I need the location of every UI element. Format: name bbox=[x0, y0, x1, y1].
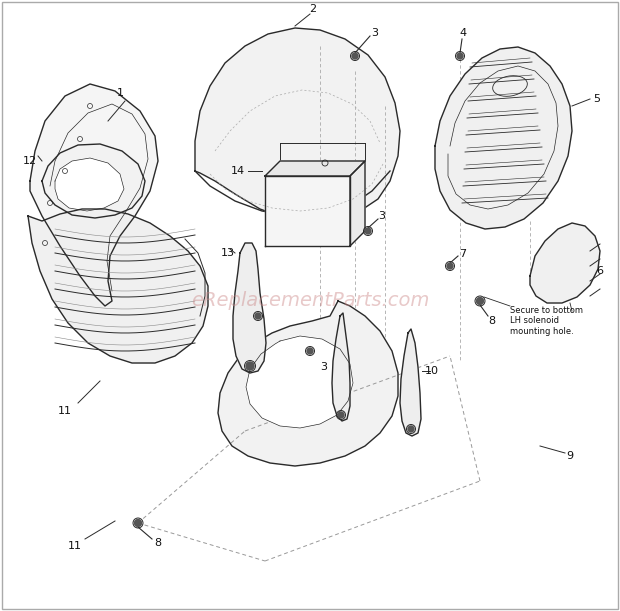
Text: 13: 13 bbox=[221, 248, 235, 258]
Circle shape bbox=[408, 426, 414, 432]
Polygon shape bbox=[42, 144, 145, 218]
Polygon shape bbox=[265, 176, 350, 246]
Polygon shape bbox=[530, 223, 600, 303]
Circle shape bbox=[338, 412, 344, 418]
Circle shape bbox=[352, 53, 358, 59]
Circle shape bbox=[307, 348, 313, 354]
Text: 3: 3 bbox=[321, 362, 327, 372]
Polygon shape bbox=[28, 209, 208, 363]
Text: 6: 6 bbox=[596, 266, 603, 276]
Text: 7: 7 bbox=[459, 249, 467, 259]
Text: 4: 4 bbox=[459, 28, 467, 38]
Circle shape bbox=[246, 362, 254, 370]
Polygon shape bbox=[265, 161, 365, 176]
Text: 8: 8 bbox=[489, 316, 495, 326]
Text: 1: 1 bbox=[117, 88, 123, 98]
Polygon shape bbox=[30, 84, 158, 306]
Circle shape bbox=[135, 519, 141, 527]
Polygon shape bbox=[195, 28, 400, 221]
Circle shape bbox=[457, 53, 463, 59]
Polygon shape bbox=[435, 47, 572, 229]
Text: Secure to bottom
LH solenoid
mounting hole.: Secure to bottom LH solenoid mounting ho… bbox=[510, 306, 583, 336]
Circle shape bbox=[447, 263, 453, 269]
Text: 11: 11 bbox=[58, 406, 72, 416]
Polygon shape bbox=[332, 313, 350, 421]
Polygon shape bbox=[246, 336, 353, 428]
Circle shape bbox=[255, 313, 261, 319]
Polygon shape bbox=[233, 243, 266, 373]
Text: 9: 9 bbox=[567, 451, 574, 461]
Text: 5: 5 bbox=[593, 94, 601, 104]
Circle shape bbox=[365, 228, 371, 234]
Text: 14: 14 bbox=[231, 166, 245, 176]
Text: 10: 10 bbox=[425, 366, 439, 376]
Polygon shape bbox=[55, 158, 124, 211]
Text: 11: 11 bbox=[68, 541, 82, 551]
Text: 12: 12 bbox=[23, 156, 37, 166]
Polygon shape bbox=[400, 329, 421, 436]
Text: 8: 8 bbox=[154, 538, 162, 548]
Polygon shape bbox=[350, 161, 365, 246]
Polygon shape bbox=[218, 301, 398, 466]
Text: 3: 3 bbox=[378, 211, 386, 221]
Circle shape bbox=[477, 298, 484, 304]
Text: 2: 2 bbox=[309, 4, 317, 14]
Text: 3: 3 bbox=[371, 28, 378, 38]
Text: eReplacementParts.com: eReplacementParts.com bbox=[191, 291, 429, 310]
